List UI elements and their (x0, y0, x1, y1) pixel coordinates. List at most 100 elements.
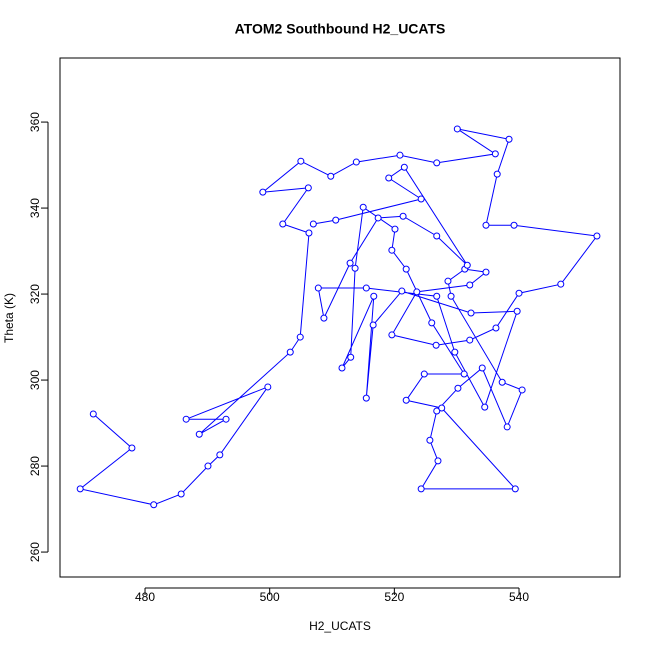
data-point (433, 159, 441, 167)
data-point (444, 277, 452, 285)
data-point (286, 348, 294, 356)
data-point (433, 407, 441, 415)
data-point (296, 333, 304, 341)
data-point (264, 383, 272, 391)
data-point (177, 490, 185, 498)
chart-title: ATOM2 Southbound H2_UCATS (235, 21, 446, 37)
data-point (182, 415, 190, 423)
data-point (402, 396, 410, 404)
data-point (413, 288, 421, 296)
data-point (447, 292, 455, 300)
data-point (195, 430, 203, 438)
y-tick-label: 280 (28, 456, 42, 476)
data-point (332, 216, 340, 224)
y-tick-label: 300 (28, 370, 42, 390)
data-point (454, 384, 462, 392)
data-point (498, 378, 506, 386)
data-line (79, 128, 598, 506)
data-point (297, 157, 305, 165)
data-point (327, 172, 335, 180)
data-point (362, 284, 370, 292)
data-point (369, 321, 377, 329)
x-tick-label: 500 (260, 590, 280, 604)
data-point (466, 281, 474, 289)
data-point (511, 485, 519, 493)
data-point (518, 386, 526, 394)
data-point (385, 174, 393, 182)
data-point (391, 225, 399, 233)
y-axis-label: Theta (K) (2, 293, 16, 343)
data-point (433, 232, 441, 240)
data-point (433, 292, 441, 300)
data-point (451, 348, 459, 356)
data-point (346, 259, 354, 267)
data-point (89, 410, 97, 418)
data-point (399, 212, 407, 220)
data-point (279, 220, 287, 228)
data-point (478, 364, 486, 372)
data-point (359, 203, 367, 211)
data-point (513, 307, 521, 315)
data-point (402, 265, 410, 273)
data-point (493, 170, 501, 178)
y-tick-label: 340 (28, 198, 42, 218)
data-point (417, 485, 425, 493)
data-point (222, 415, 230, 423)
x-tick-label: 520 (384, 590, 404, 604)
data-point (481, 403, 489, 411)
data-point (432, 341, 440, 349)
x-axis-label: H2_UCATS (309, 619, 371, 633)
data-point (320, 314, 328, 322)
y-tick-label: 360 (28, 112, 42, 132)
data-point (259, 188, 267, 196)
data-point (309, 220, 317, 228)
x-tick-label: 480 (135, 590, 155, 604)
data-point (388, 246, 396, 254)
data-point (352, 158, 360, 166)
data-point (428, 319, 436, 327)
data-point (557, 280, 565, 288)
data-point (347, 353, 355, 361)
data-point (305, 229, 313, 237)
data-point (304, 184, 312, 192)
data-point (467, 309, 475, 317)
data-point (434, 457, 442, 465)
data-point (482, 221, 490, 229)
plot-frame (59, 57, 621, 578)
data-point (396, 151, 404, 159)
data-point (505, 135, 513, 143)
data-point (400, 163, 408, 171)
data-point (351, 264, 359, 272)
data-point (204, 462, 212, 470)
y-tick-label: 260 (28, 542, 42, 562)
data-point (338, 364, 346, 372)
x-tick-label: 540 (509, 590, 529, 604)
data-point (216, 451, 224, 459)
data-point (370, 292, 378, 300)
data-point (515, 289, 523, 297)
data-point (482, 268, 490, 276)
y-tick-label: 320 (28, 284, 42, 304)
data-point (426, 436, 434, 444)
data-point (492, 324, 500, 332)
data-point (388, 331, 396, 339)
data-point (466, 336, 474, 344)
data-point (503, 423, 511, 431)
data-point (417, 195, 425, 203)
data-point (510, 221, 518, 229)
data-point (76, 485, 84, 493)
data-point (150, 501, 158, 509)
data-point (593, 232, 601, 240)
data-point (362, 394, 370, 402)
data-point (453, 125, 461, 133)
data-point (438, 404, 446, 412)
data-point (463, 261, 471, 269)
data-point (374, 214, 382, 222)
data-point (398, 287, 406, 295)
data-point (491, 150, 499, 158)
data-point (460, 370, 468, 378)
data-point (314, 284, 322, 292)
data-point (128, 444, 136, 452)
data-point (420, 370, 428, 378)
